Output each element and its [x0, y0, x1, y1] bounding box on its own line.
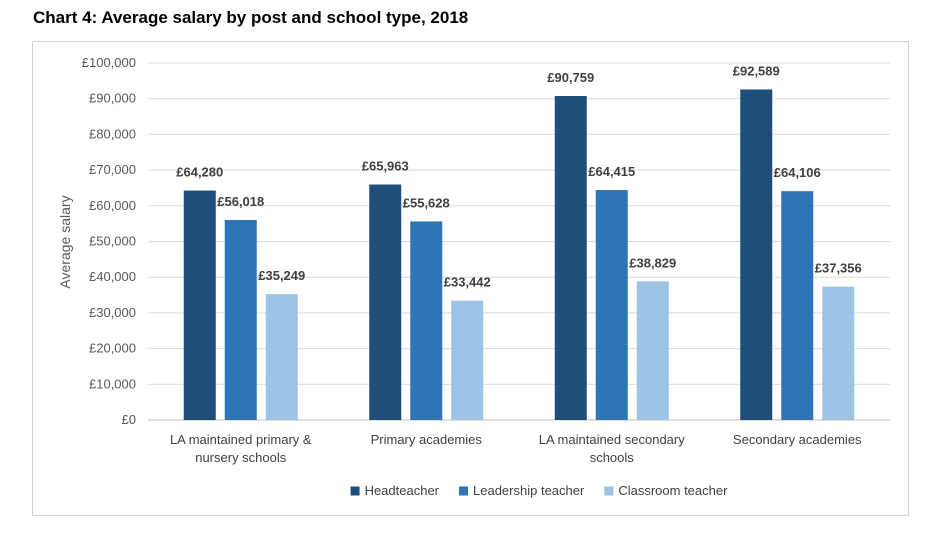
data-label: £38,829 [629, 255, 676, 270]
x-category-label: LA maintained primary & [170, 432, 312, 447]
data-label: £55,628 [403, 195, 450, 210]
x-category-label: nursery schools [195, 450, 287, 465]
bar-leadership-teacher [595, 190, 628, 420]
data-label: £37,356 [815, 261, 862, 276]
bar-headteacher [183, 190, 216, 420]
y-axis-ticks: £0 £10,000 £20,000 £30,000 £40,000 £50,000 £60… [82, 55, 136, 427]
data-label: £35,249 [258, 268, 305, 283]
legend-label: Leadership teacher [473, 483, 585, 498]
data-label: £90,759 [547, 70, 594, 85]
y-tick-label: £100,000 [82, 55, 136, 70]
gridlines [148, 62, 890, 421]
bar-headteacher [740, 89, 773, 420]
legend-label: Headteacher [365, 483, 440, 498]
x-category-label: schools [590, 450, 635, 465]
category-labels: LA maintained primary & nursery schools Pr… [170, 432, 862, 465]
legend-swatch [459, 486, 469, 496]
data-label: £64,106 [774, 165, 821, 180]
y-tick-label: £10,000 [89, 376, 136, 391]
y-tick-label: £60,000 [89, 198, 136, 213]
bar-classroom-teacher [636, 281, 669, 420]
bar-leadership-teacher [781, 191, 814, 420]
x-category-label: LA maintained secondary [539, 432, 685, 447]
data-label: £33,442 [444, 275, 491, 290]
y-tick-label: £50,000 [89, 234, 136, 249]
data-label: £92,589 [733, 63, 780, 78]
y-tick-label: £30,000 [89, 305, 136, 320]
y-tick-label: £20,000 [89, 341, 136, 356]
y-tick-label: £70,000 [89, 162, 136, 177]
y-tick-label: £90,000 [89, 91, 136, 106]
legend-swatch [350, 486, 360, 496]
y-axis-title: Average salary [57, 195, 73, 288]
x-category-label: Secondary academies [733, 432, 862, 447]
data-label: £56,018 [217, 194, 264, 209]
bar-classroom-teacher [822, 286, 855, 420]
legend-swatch [604, 486, 614, 496]
data-label: £64,415 [588, 164, 635, 179]
bar-headteacher [369, 184, 402, 420]
bar-leadership-teacher [224, 220, 257, 420]
data-labels: £64,280 £56,018 £35,249 £65,963 £55,628 £33,4… [176, 63, 862, 289]
chart-title: Chart 4: Average salary by post and scho… [33, 8, 469, 27]
legend-label: Classroom teacher [618, 483, 728, 498]
bar-classroom-teacher [265, 294, 298, 420]
x-category-label: Primary academies [371, 432, 483, 447]
data-label: £65,963 [362, 159, 409, 174]
y-tick-label: £0 [122, 412, 136, 427]
bars [183, 89, 855, 421]
bar-classroom-teacher [451, 300, 484, 420]
chart-frame [32, 41, 909, 516]
y-tick-label: £80,000 [89, 126, 136, 141]
bar-leadership-teacher [410, 221, 443, 420]
bar-headteacher [554, 95, 587, 421]
y-tick-label: £40,000 [89, 269, 136, 284]
data-label: £64,280 [176, 165, 223, 180]
legend: Headteacher Leadership teacher Classroom t… [350, 483, 728, 498]
